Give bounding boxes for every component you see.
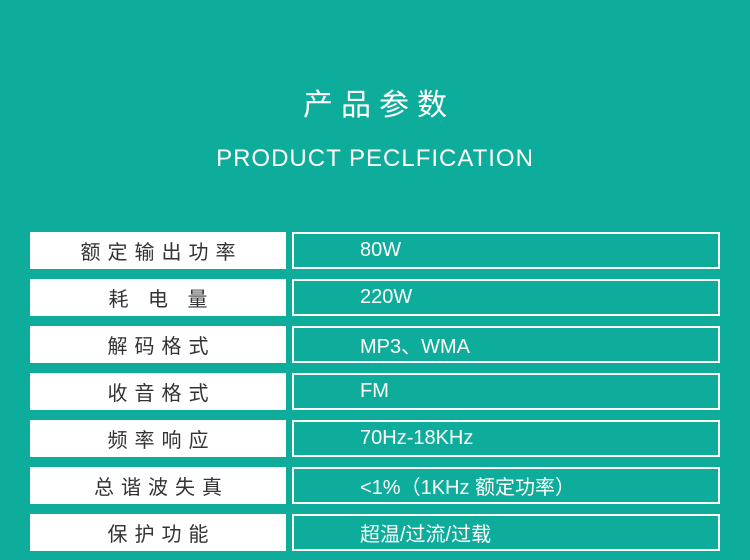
spec-label: 解码格式 — [107, 336, 216, 358]
spec-value-cell: 70Hz-18KHz — [292, 420, 720, 457]
spec-label: 频率响应 — [107, 430, 216, 452]
spec-label: 总谐波失真 — [94, 477, 229, 499]
spec-label: 额定输出功率 — [80, 242, 243, 264]
header: 产品参数 PRODUCT PECLFICATION — [0, 0, 750, 173]
spec-label: 耗 电 量 — [108, 289, 215, 311]
spec-label-cell: 保护功能 — [30, 514, 286, 551]
spec-value: MP3、WMA — [360, 336, 470, 358]
spec-value: 70Hz-18KHz — [360, 427, 474, 449]
spec-value: <1%（1KHz 额定功率） — [360, 477, 576, 499]
spec-label: 收音格式 — [107, 383, 216, 405]
spec-value: FM — [360, 380, 389, 402]
spec-label: 保护功能 — [107, 524, 216, 546]
spec-row: 收音格式 FM — [30, 373, 720, 410]
spec-row: 总谐波失真 <1%（1KHz 额定功率） — [30, 467, 720, 504]
spec-label-cell: 频率响应 — [30, 420, 286, 457]
spec-value: 80W — [360, 239, 402, 261]
spec-table: 额定输出功率 80W 耗 电 量 220W 解码格式 MP3、WMA 收音格式 … — [30, 232, 720, 551]
spec-label-cell: 解码格式 — [30, 326, 286, 363]
spec-value-cell: 220W — [292, 279, 720, 316]
spec-label-cell: 额定输出功率 — [30, 232, 286, 269]
spec-row: 频率响应 70Hz-18KHz — [30, 420, 720, 457]
spec-value-cell: 80W — [292, 232, 720, 269]
page-subtitle: PRODUCT PECLFICATION — [216, 145, 534, 172]
spec-value-cell: 超温/过流/过载 — [292, 514, 720, 551]
spec-row: 保护功能 超温/过流/过载 — [30, 514, 720, 551]
spec-row: 解码格式 MP3、WMA — [30, 326, 720, 363]
page-title: 产品参数 — [303, 89, 455, 122]
spec-label-cell: 收音格式 — [30, 373, 286, 410]
spec-label-cell: 总谐波失真 — [30, 467, 286, 504]
spec-value-cell: <1%（1KHz 额定功率） — [292, 467, 720, 504]
spec-row: 额定输出功率 80W — [30, 232, 720, 269]
spec-row: 耗 电 量 220W — [30, 279, 720, 316]
spec-value: 超温/过流/过载 — [360, 524, 492, 546]
spec-value-cell: MP3、WMA — [292, 326, 720, 363]
spec-value-cell: FM — [292, 373, 720, 410]
spec-label-cell: 耗 电 量 — [30, 279, 286, 316]
spec-value: 220W — [360, 286, 413, 308]
